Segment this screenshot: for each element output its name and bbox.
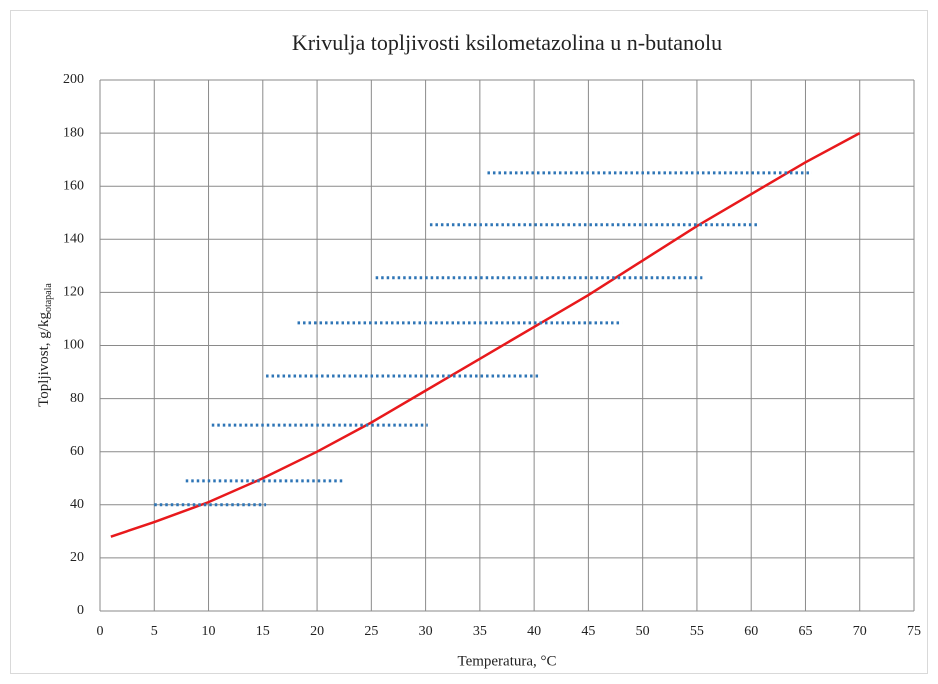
x-tick-label: 40 xyxy=(527,624,541,639)
y-tick-label: 200 xyxy=(63,72,84,87)
y-tick-label: 180 xyxy=(63,125,84,140)
chart-border xyxy=(10,10,928,674)
y-tick-label: 0 xyxy=(77,603,84,618)
y-tick-label: 20 xyxy=(70,550,84,565)
x-tick-label: 0 xyxy=(97,624,104,639)
x-tick-label: 65 xyxy=(798,624,812,639)
x-tick-label: 15 xyxy=(256,624,270,639)
y-axis-label-main: Topljivost, g/kg xyxy=(36,312,52,407)
x-tick-label: 5 xyxy=(151,624,158,639)
x-tick-label: 30 xyxy=(419,624,433,639)
chart-title: Krivulja topljivosti ksilometazolina u n… xyxy=(292,30,722,55)
x-tick-label: 20 xyxy=(310,624,324,639)
x-tick-label: 50 xyxy=(636,624,650,639)
x-axis-label: Temperatura, °C xyxy=(457,653,556,669)
y-tick-label: 80 xyxy=(70,391,84,406)
y-axis-label: Topljivost, g/kgotapala xyxy=(36,283,54,407)
y-axis-label-sub: otapala xyxy=(43,283,54,312)
x-tick-label: 70 xyxy=(853,624,867,639)
y-tick-label: 40 xyxy=(70,497,84,512)
y-tick-label: 60 xyxy=(70,444,84,459)
y-tick-label: 160 xyxy=(63,178,84,193)
x-tick-label: 25 xyxy=(364,624,378,639)
y-tick-label: 100 xyxy=(63,338,84,353)
x-tick-label: 10 xyxy=(202,624,216,639)
x-tick-label: 60 xyxy=(744,624,758,639)
y-tick-label: 120 xyxy=(63,285,84,300)
x-tick-label: 75 xyxy=(907,624,921,639)
x-tick-label: 55 xyxy=(690,624,704,639)
x-tick-label: 45 xyxy=(581,624,595,639)
y-tick-label: 140 xyxy=(63,232,84,247)
curve xyxy=(110,131,861,538)
x-tick-label: 35 xyxy=(473,624,487,639)
